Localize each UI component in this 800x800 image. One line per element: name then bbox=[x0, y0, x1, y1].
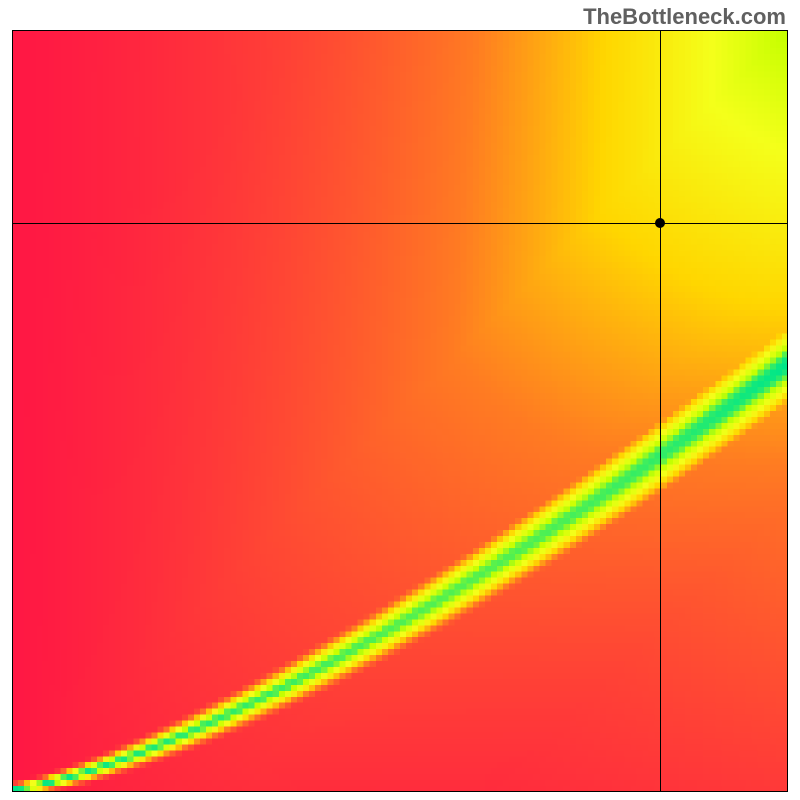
heatmap-canvas bbox=[12, 30, 788, 792]
watermark-text: TheBottleneck.com bbox=[583, 4, 786, 30]
heatmap-plot bbox=[12, 30, 788, 792]
